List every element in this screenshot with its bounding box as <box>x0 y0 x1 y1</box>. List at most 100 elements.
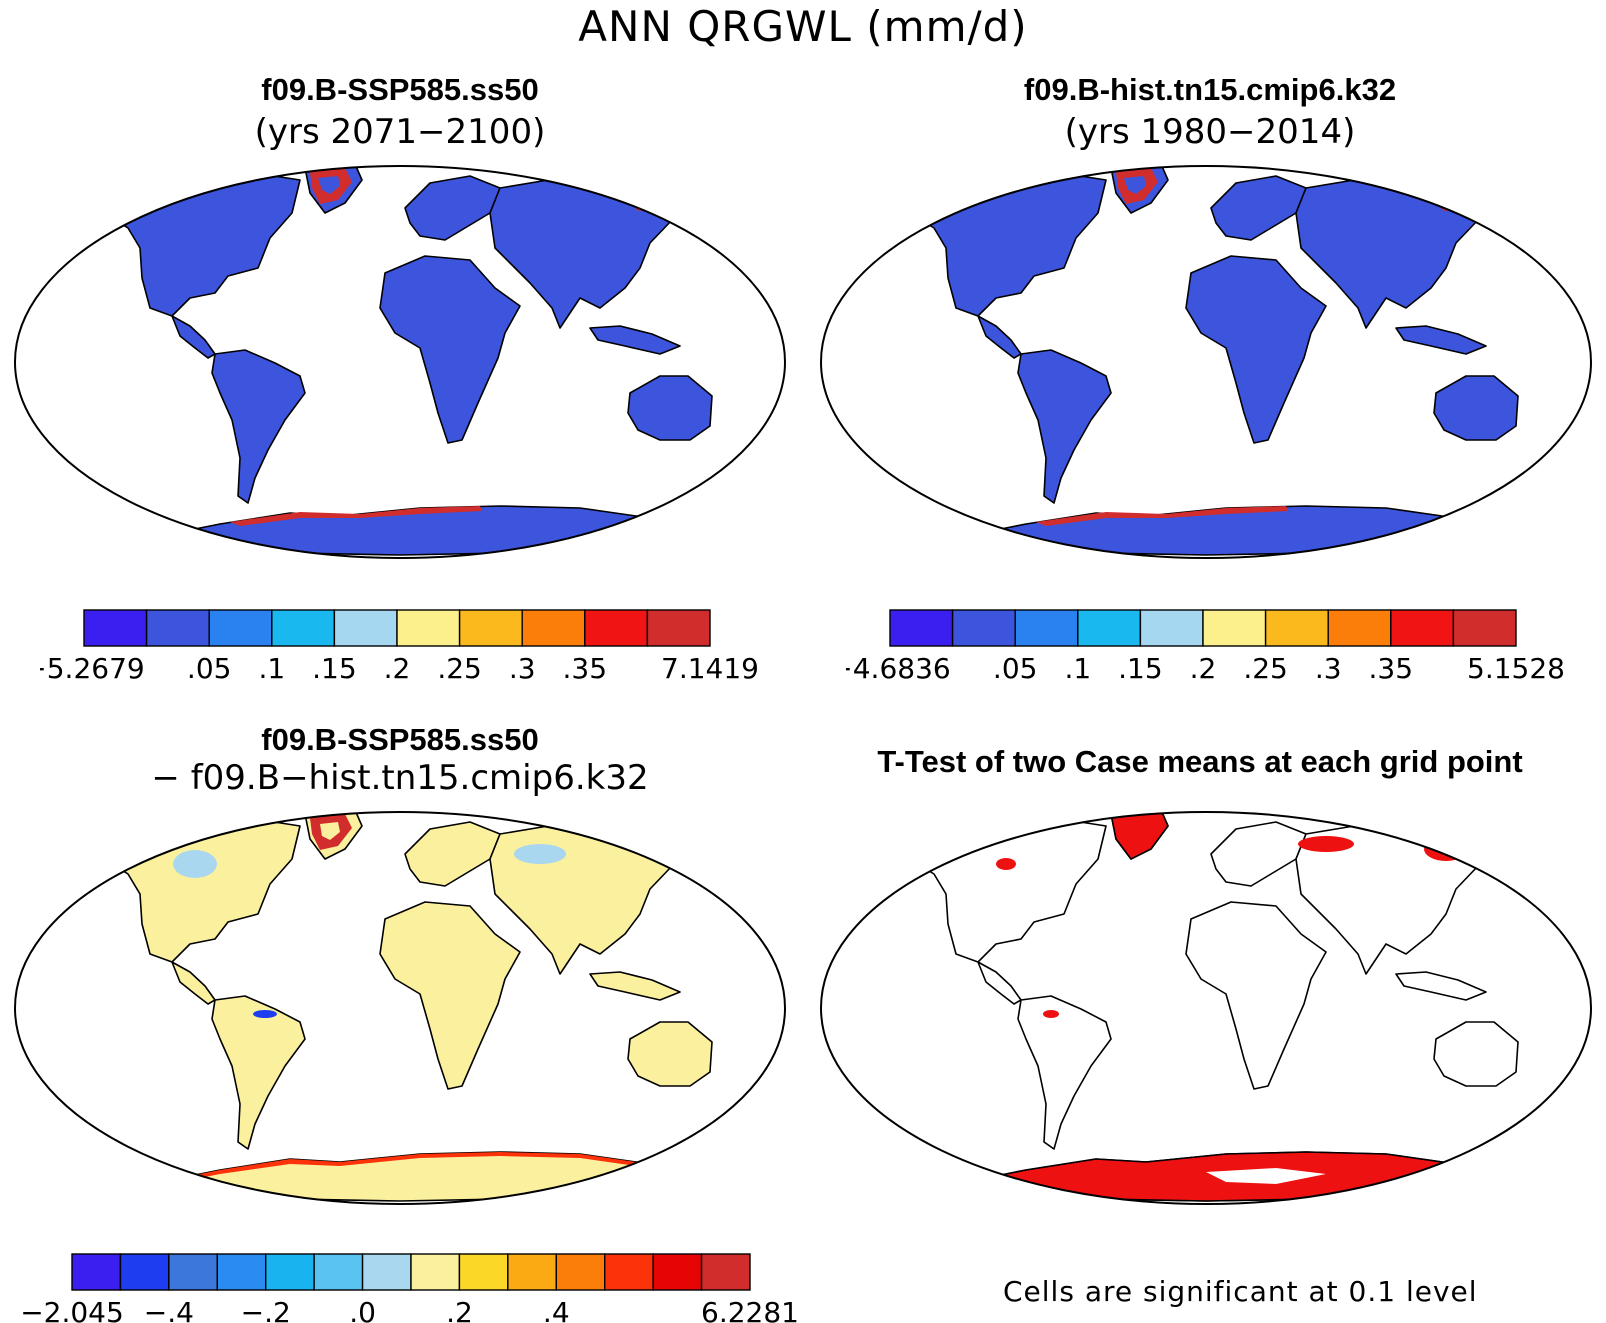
highlight-antarctic-coast <box>230 506 482 526</box>
panel3-subtitle: − f09.B−hist.tn15.cmip6.k32 <box>151 758 649 798</box>
landmass-australia <box>1433 375 1519 441</box>
map-border <box>14 811 786 1205</box>
landmass-south-america <box>1017 995 1112 1150</box>
colorbar-label: .0 <box>349 1296 376 1323</box>
colorbar-label: 5.1528 <box>1467 652 1565 685</box>
colorbar-case1: −5.2679 .05 .1 .15 .2 .25 .3 .35 7.1419 <box>40 609 759 685</box>
landmass-australia <box>627 1021 713 1087</box>
landmass-europe <box>404 175 501 241</box>
significant-amazon <box>1043 1010 1059 1018</box>
colorbar-label: .15 <box>312 652 357 685</box>
significant-siberia <box>1298 836 1354 852</box>
highlight-greenland-inner <box>320 822 340 840</box>
landmass-australia <box>1433 1021 1519 1087</box>
panel4-title: T-Test of two Case means at each grid po… <box>877 744 1523 779</box>
colorbar-label: .1 <box>258 652 285 685</box>
colorbar-label: .2 <box>446 1296 473 1323</box>
map-panel-diff <box>14 811 786 1205</box>
landmass-central-america <box>977 315 1022 359</box>
colorbar-swatch <box>521 609 586 647</box>
colorbar-label: .4 <box>543 1296 570 1323</box>
landmass-indonesia <box>589 325 681 355</box>
colorbar-swatch <box>168 1253 218 1291</box>
map-panel-ttest <box>820 811 1592 1205</box>
colorbar-swatch <box>333 609 398 647</box>
colorbar-swatch <box>396 609 461 647</box>
colorbar-swatch <box>889 609 954 647</box>
colorbar-label: .2 <box>384 652 411 685</box>
non-significant-antarctic-patch <box>1206 1168 1326 1184</box>
colorbar-swatch <box>208 609 273 647</box>
colorbar-swatch <box>458 1253 509 1291</box>
map-border <box>14 165 786 559</box>
landmass-central-america <box>171 315 216 359</box>
colorbar-swatch <box>1077 609 1142 647</box>
colorbar-label: .25 <box>437 652 482 685</box>
colorbar-label: .3 <box>509 652 536 685</box>
highlight-canada <box>173 850 217 878</box>
colorbar-swatch <box>652 1253 703 1291</box>
colorbar-swatch <box>1390 609 1455 647</box>
colorbar-swatch <box>271 609 336 647</box>
landmass-africa <box>1185 901 1327 1090</box>
colorbar-label: .2 <box>1190 652 1217 685</box>
colorbar-label: .35 <box>563 652 608 685</box>
colorbar-swatch <box>507 1253 557 1291</box>
landmass-indonesia <box>589 971 681 1001</box>
colorbar-swatch <box>1014 609 1079 647</box>
landmass-central-america <box>977 961 1022 1005</box>
colorbar-label: −4.6836 <box>846 652 951 685</box>
colorbar-swatch <box>1139 609 1204 647</box>
colorbar-swatch <box>119 1253 170 1291</box>
colorbar-swatch <box>555 1253 606 1291</box>
colorbar-swatch <box>604 1253 654 1291</box>
landmass-north-america <box>917 172 1107 317</box>
colorbar-swatch <box>83 609 148 647</box>
map-panel-case2 <box>820 165 1592 559</box>
colorbar-case2: −4.6836 .05 .1 .15 .2 .25 .3 .35 5.1528 <box>846 609 1565 685</box>
colorbar-label: −5.2679 <box>40 652 145 685</box>
landmass-south-america <box>211 995 306 1150</box>
significant-greenland <box>1110 812 1169 861</box>
colorbar-label: .3 <box>1315 652 1342 685</box>
landmass-indonesia <box>1395 325 1487 355</box>
colorbar-label: −2.045 <box>20 1296 124 1323</box>
significant-canada <box>996 858 1016 870</box>
landmass-africa <box>379 255 521 444</box>
colorbar-label: .05 <box>993 652 1038 685</box>
colorbar-swatch <box>1264 609 1329 647</box>
landmass-indonesia <box>1395 971 1487 1001</box>
panel1-subtitle: (yrs 2071−2100) <box>254 112 546 152</box>
landmass-south-america <box>211 349 306 504</box>
panel3-title: f09.B-SSP585.ss50 <box>261 722 539 757</box>
colorbar-label: .05 <box>187 652 232 685</box>
landmass-europe <box>404 821 501 887</box>
colorbar-label: 7.1419 <box>661 652 759 685</box>
colorbar-swatch <box>700 1253 751 1291</box>
landmass-north-america <box>917 818 1107 963</box>
colorbar-label: −.4 <box>144 1296 194 1323</box>
colorbar-diff: −2.045 −.4 −.2 .0 .2 .4 6.2281 <box>20 1253 799 1323</box>
highlight-greenland-inner <box>318 176 340 194</box>
landmass-europe <box>1210 821 1307 887</box>
colorbar-swatch <box>216 1253 267 1291</box>
highlight-antarctic-coast <box>1036 506 1288 526</box>
landmass-australia <box>627 375 713 441</box>
colorbar-label: .25 <box>1243 652 1288 685</box>
map-border <box>820 811 1592 1205</box>
colorbar-swatch <box>584 609 649 647</box>
panel2-subtitle: (yrs 1980−2014) <box>1064 112 1356 152</box>
colorbar-swatch <box>410 1253 461 1291</box>
colorbar-swatch <box>71 1253 122 1291</box>
map-panel-case1 <box>14 165 786 559</box>
significant-antarctica <box>955 1151 1468 1202</box>
highlight-greenland-inner <box>1124 176 1146 194</box>
figure-title: ANN QRGWL (mm/d) <box>578 2 1028 51</box>
colorbar-label: −.2 <box>241 1296 291 1323</box>
panel1-title: f09.B-SSP585.ss50 <box>261 72 539 107</box>
landmass-central-america <box>171 961 216 1005</box>
highlight-amazon <box>253 1010 277 1018</box>
landmass-north-america <box>111 172 301 317</box>
landmass-africa <box>379 901 521 1090</box>
landmass-south-america <box>1017 349 1112 504</box>
